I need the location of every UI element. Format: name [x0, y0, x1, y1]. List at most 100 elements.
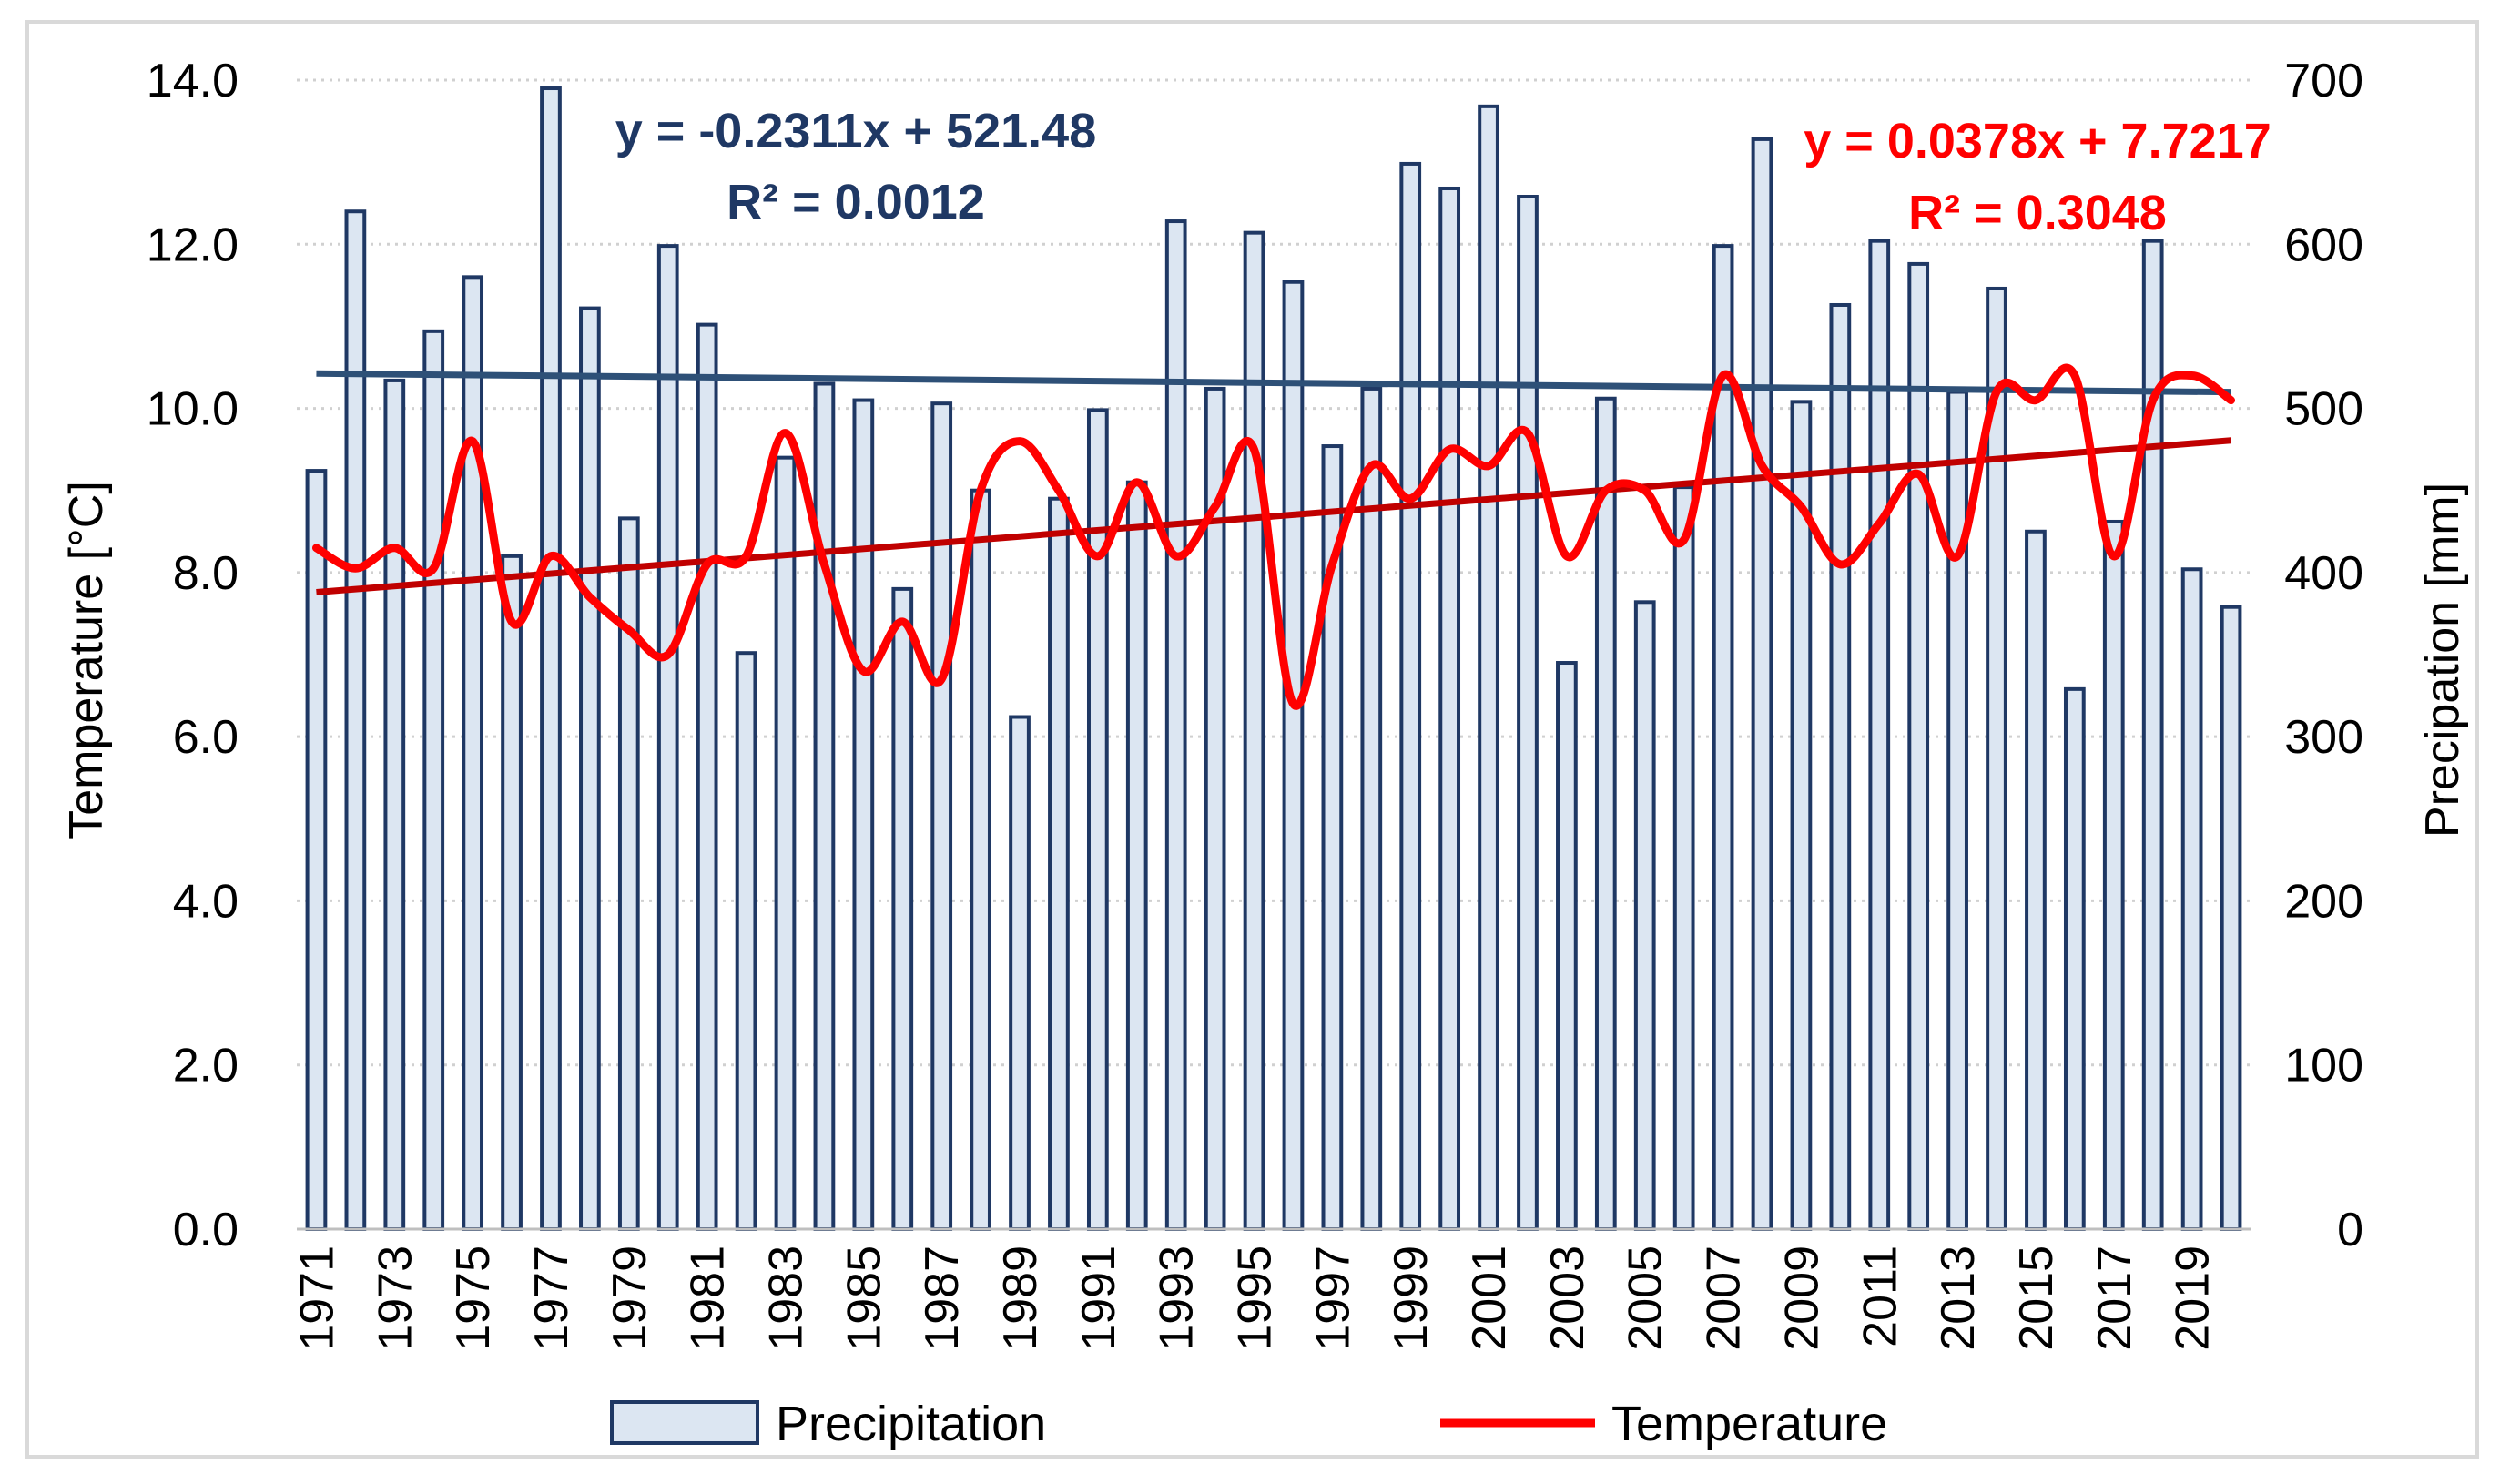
legend-temperature-label: Temperature	[1611, 1397, 1887, 1451]
precipitation-bar	[2102, 519, 2125, 1231]
x-tick-label: 2007	[1698, 1245, 1751, 1351]
precipitation-bar	[1360, 386, 1383, 1231]
temperature-line-group	[312, 363, 2235, 710]
x-tick-label: 2011	[1854, 1245, 1906, 1347]
left-tick-label: 2.0	[173, 1040, 239, 1093]
x-tick-label: 1993	[1151, 1245, 1204, 1351]
temp-trend-equation: y = 0.0378x + 7.7217	[1804, 114, 2271, 168]
precipitation-bar	[1829, 302, 1852, 1231]
legend-precipitation-swatch	[610, 1400, 759, 1445]
precipitation-bar	[305, 469, 328, 1231]
precipitation-bar	[696, 322, 718, 1231]
precip-trend-r2: R² = 0.0012	[727, 175, 985, 229]
precipitation-bar	[970, 488, 991, 1231]
right-tick-label: 100	[2284, 1040, 2363, 1093]
right-tick-label: 700	[2284, 55, 2363, 107]
precipitation-bar	[2180, 567, 2203, 1231]
left-axis-title: Temperature [°C]	[60, 481, 113, 839]
precipitation-bar	[813, 381, 836, 1231]
precipitation-bar	[930, 401, 953, 1232]
precipitation-bar	[422, 329, 445, 1231]
x-tick-label: 2013	[1932, 1245, 1985, 1351]
left-tick-label: 10.0	[147, 383, 239, 436]
x-tick-label: 1989	[994, 1245, 1047, 1351]
precipitation-bar	[383, 378, 406, 1231]
x-tick-label: 1987	[916, 1245, 969, 1351]
temp-trend-r2: R² = 0.3048	[1908, 186, 2167, 240]
left-axis-ticks: 0.0 2.0 4.0 6.0 8.0 10.0 12.0 14.0	[147, 55, 239, 1256]
left-tick-label: 14.0	[147, 55, 239, 107]
left-tick-label: 0.0	[173, 1204, 239, 1256]
right-tick-label: 400	[2284, 547, 2363, 600]
x-tick-label: 1971	[291, 1245, 344, 1351]
precipitation-bar	[891, 586, 914, 1231]
right-tick-label: 600	[2284, 219, 2363, 271]
temperature-line	[312, 363, 2235, 710]
precipitation-bar	[1907, 261, 1930, 1231]
precipitation-bar	[1517, 195, 1539, 1232]
left-tick-label: 8.0	[173, 547, 239, 600]
x-tick-label: 2019	[2167, 1245, 2220, 1351]
precipitation-bar	[735, 651, 757, 1231]
right-axis-title: Precipation [mm]	[2416, 483, 2469, 838]
precipitation-bar	[1633, 600, 1656, 1231]
precipitation-bar	[2025, 529, 2047, 1231]
precipitation-bar	[2063, 686, 2086, 1231]
precipitation-trendline	[316, 370, 2231, 396]
precipitation-bar	[852, 398, 875, 1231]
x-tick-label: 1975	[447, 1245, 500, 1351]
x-tick-label: 1973	[369, 1245, 422, 1351]
trendlines	[316, 370, 2231, 595]
right-axis-ticks: 0 100 200 300 400 500 600 700	[2284, 55, 2363, 1256]
precipitation-bar	[1164, 219, 1187, 1232]
precipitation-bar	[656, 244, 679, 1231]
x-tick-label: 1985	[838, 1245, 890, 1351]
precipitation-bar	[1594, 396, 1617, 1231]
x-tick-label: 1979	[604, 1245, 656, 1351]
precipitation-bar	[579, 306, 601, 1231]
precipitation-bar	[344, 209, 367, 1232]
x-tick-label: 2015	[2010, 1245, 2063, 1351]
temperature-trendline	[316, 437, 2231, 595]
precipitation-bar	[1282, 280, 1305, 1231]
precipitation-bar	[1438, 186, 1461, 1232]
right-tick-label: 300	[2284, 711, 2363, 764]
precipitation-bar	[1125, 480, 1148, 1231]
precipitation-bar	[462, 275, 484, 1231]
precipitation-bars	[305, 86, 2242, 1232]
x-tick-label: 1981	[682, 1245, 735, 1351]
x-tick-label: 1995	[1229, 1245, 1282, 1351]
x-tick-label: 1983	[760, 1245, 813, 1351]
x-tick-label: 2009	[1775, 1245, 1828, 1351]
x-tick-label: 1977	[525, 1245, 578, 1351]
right-tick-label: 500	[2284, 383, 2363, 436]
precip-trend-equation: y = -0.2311x + 521.48	[615, 104, 1096, 158]
x-tick-label: 2017	[2088, 1245, 2141, 1351]
precipitation-bar	[774, 455, 797, 1231]
precipitation-bar	[1672, 485, 1695, 1231]
precipitation-bar	[1556, 661, 1578, 1231]
x-tick-label: 1991	[1072, 1245, 1125, 1351]
left-tick-label: 4.0	[173, 875, 239, 928]
x-axis-ticks: 1971 1973 1975 1977 1979 1981 1983 1985 1987 1989…	[291, 1245, 2220, 1351]
precipitation-bar	[501, 554, 523, 1231]
left-tick-label: 6.0	[173, 711, 239, 764]
x-tick-label: 1997	[1306, 1245, 1359, 1351]
legend-precipitation-label: Precipitation	[776, 1397, 1046, 1451]
precipitation-bar	[1946, 390, 1968, 1231]
right-tick-label: 200	[2284, 875, 2363, 928]
precipitation-bar	[1751, 137, 1773, 1232]
x-tick-label: 1999	[1385, 1245, 1438, 1351]
precipitation-bar	[540, 86, 562, 1231]
precipitation-bar	[1048, 496, 1070, 1231]
legend: Precipitation Temperature	[610, 1397, 1887, 1451]
x-tick-label: 2001	[1463, 1245, 1516, 1351]
precipitation-bar	[2220, 605, 2242, 1231]
precipitation-bar	[1009, 715, 1031, 1231]
precipitation-bar	[1478, 104, 1499, 1232]
x-tick-label: 2003	[1541, 1245, 1594, 1351]
precipitation-bar	[1790, 400, 1813, 1231]
right-tick-label: 0	[2337, 1204, 2363, 1256]
left-tick-label: 12.0	[147, 219, 239, 271]
